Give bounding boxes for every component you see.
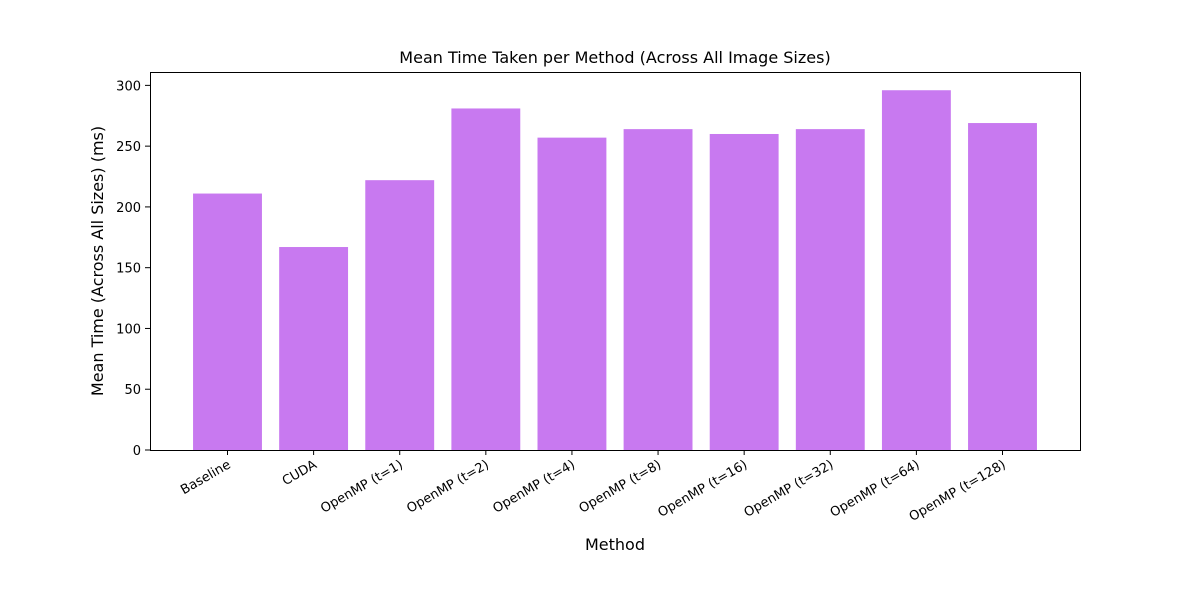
bar-openmp-t-2 (451, 108, 521, 451)
bar-openmp-t-4 (537, 137, 607, 451)
x-tick-label: CUDA (280, 457, 320, 489)
bar-openmp-t-128 (968, 123, 1037, 451)
bar-openmp-t-32 (795, 129, 865, 450)
y-axis: 0 50 100 150 200 250 300 (116, 79, 150, 459)
x-tick-label: OpenMP (t=2) (404, 457, 491, 516)
bar-baseline (193, 193, 262, 451)
chart-title: Mean Time Taken per Method (Across All I… (399, 48, 830, 67)
bar-openmp-t-16 (709, 133, 779, 451)
bar-openmp-t-64 (881, 90, 951, 451)
x-tick-label: OpenMP (t=32) (742, 457, 837, 520)
y-tick-label: 300 (116, 79, 141, 94)
bars-group (193, 90, 1037, 451)
plot-frame (150, 72, 1081, 451)
x-tick-label: Baseline (178, 457, 233, 498)
y-tick-label: 0 (133, 444, 141, 459)
x-axis-label: Method (585, 535, 645, 554)
y-tick-label: 150 (116, 262, 141, 277)
x-tick-label: OpenMP (t=4) (490, 457, 577, 516)
bar-openmp-t-1 (365, 180, 435, 450)
bar-openmp-t-8 (623, 129, 693, 450)
y-tick-label: 100 (116, 322, 141, 337)
y-axis-label: Mean Time (Across All Sizes) (ms) (88, 126, 107, 396)
x-tick-label: OpenMP (t=128) (907, 457, 1009, 524)
y-tick-label: 200 (116, 201, 141, 216)
bar-cuda (279, 247, 349, 450)
y-tick-label: 50 (124, 383, 141, 398)
x-tick-label: OpenMP (t=8) (577, 457, 664, 516)
y-tick-label: 250 (116, 140, 141, 155)
x-tick-label: OpenMP (t=1) (318, 457, 405, 516)
x-tick-label: OpenMP (t=16) (656, 457, 751, 520)
